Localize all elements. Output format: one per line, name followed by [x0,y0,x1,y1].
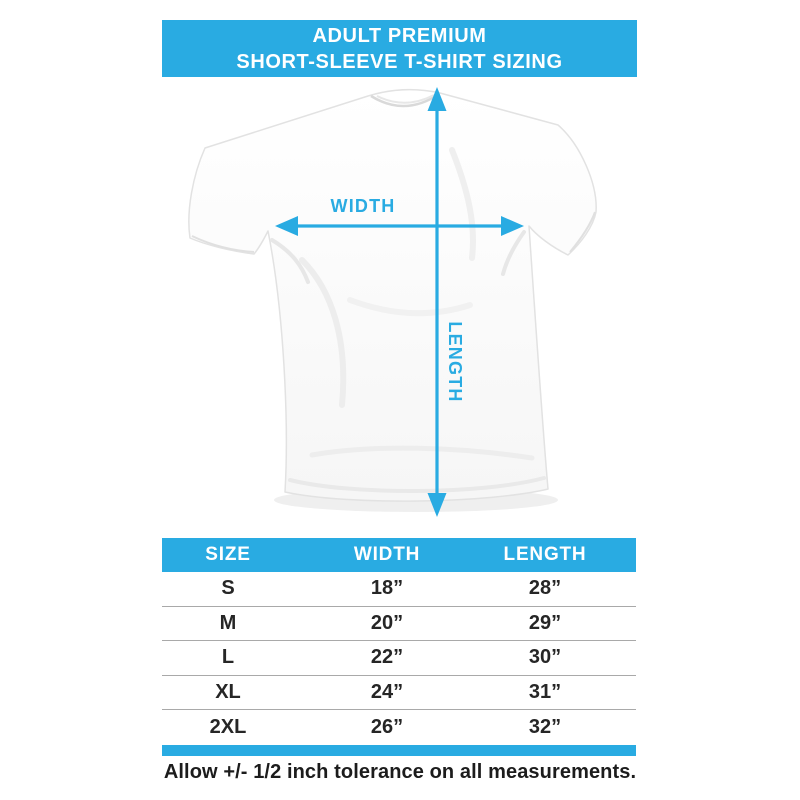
width-dimension-label: WIDTH [330,196,396,216]
title-banner: ADULT PREMIUM SHORT-SLEEVE T-SHIRT SIZIN… [162,20,637,77]
cell-size: M [219,611,237,634]
size-table-header: SIZE WIDTH LENGTH [162,538,636,572]
title-line-1: ADULT PREMIUM [312,24,487,47]
footer-accent-bar [162,745,636,756]
cell-size: XL [215,681,241,704]
shirt-wrinkles [270,147,546,494]
cell-size: S [221,577,235,600]
tshirt-measurement-illustration [188,87,597,517]
title-line-2: SHORT-SLEEVE T-SHIRT SIZING [236,50,563,73]
right-cuff-seam [569,211,596,253]
length-arrow [427,87,447,517]
collar-seam-inner [376,94,435,104]
column-header-length: LENGTH [503,544,587,565]
tshirt-shape [188,88,597,502]
left-cuff-seam [191,235,255,253]
cell-size: 2XL [209,716,247,739]
cell-width: 18” [370,577,404,600]
size-table-body: S 18” 28” M 20” 29” L 22” 30” XL 24” 31”… [162,572,636,745]
collar-seam-outer [370,92,440,108]
table-row-xl: XL 24” 31” [162,676,636,711]
cell-length: 29” [528,611,562,634]
cell-width: 24” [370,681,404,704]
cell-length: 32” [528,716,562,739]
cell-width: 26” [370,716,404,739]
column-header-width: WIDTH [353,544,421,565]
tolerance-note: Allow +/- 1/2 inch tolerance on all meas… [163,761,637,783]
table-row-m: M 20” 29” [162,607,636,642]
cell-length: 28” [528,577,562,600]
column-header-size: SIZE [205,544,251,565]
cell-length: 31” [528,681,562,704]
cell-size: L [221,646,235,669]
table-row-2xl: 2XL 26” 32” [162,710,636,745]
cell-width: 22” [370,646,404,669]
table-row-l: L 22” 30” [162,641,636,676]
cell-width: 20” [370,611,404,634]
table-row-s: S 18” 28” [162,572,636,607]
cell-length: 30” [528,646,562,669]
length-dimension-label: LENGTH [445,321,465,403]
width-arrow [275,216,524,236]
